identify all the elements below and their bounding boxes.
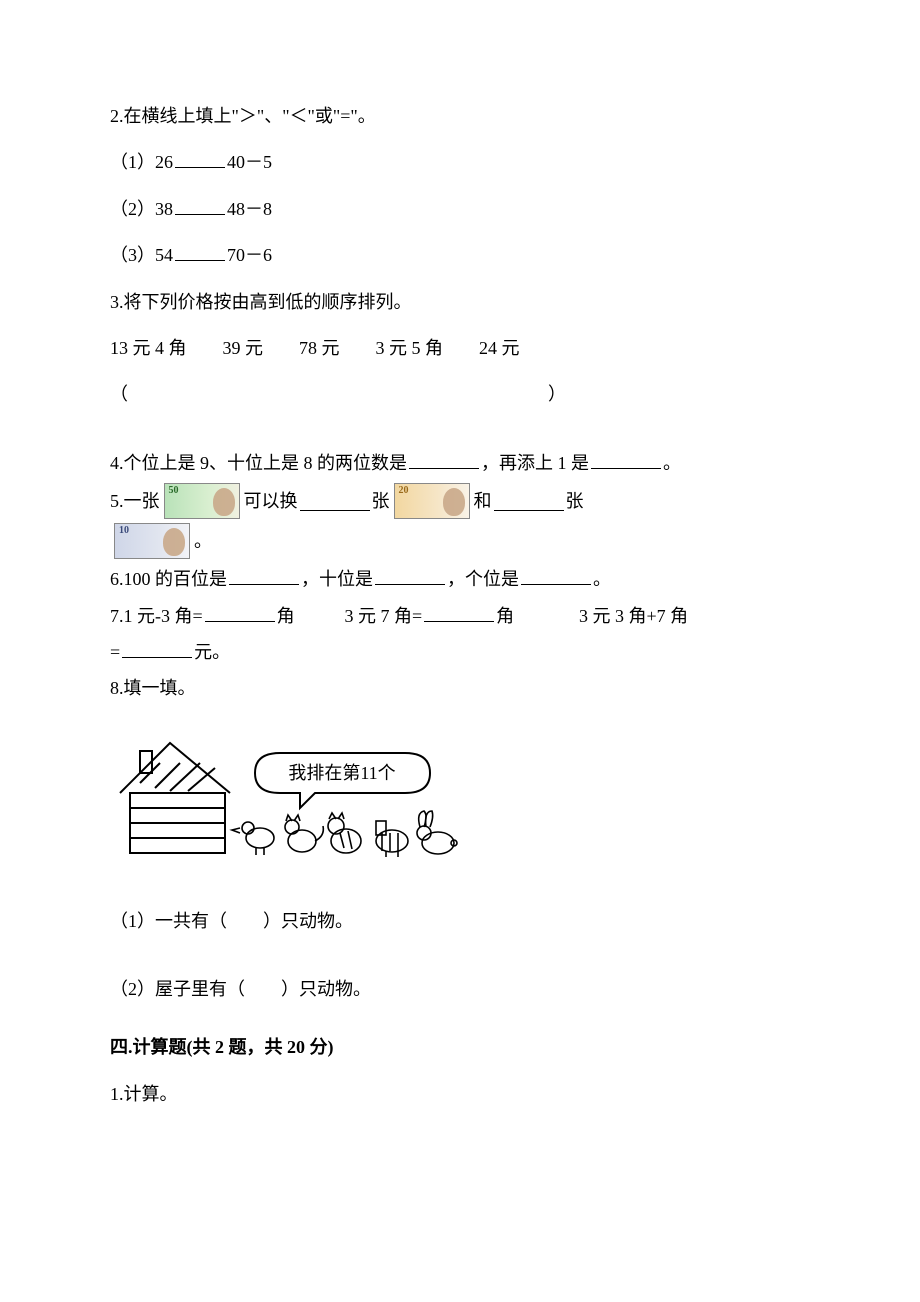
q2-row3: （3）54 70－6 xyxy=(110,239,810,271)
q2-row2: （2）38 48－8 xyxy=(110,193,810,225)
banknote-50-value: 50 xyxy=(169,486,179,496)
q7-p1a: 7.1 元-3 角= xyxy=(110,606,203,626)
q5-blank1[interactable] xyxy=(300,491,370,511)
q3-items: 13 元 4 角 39 元 78 元 3 元 5 角 24 元 xyxy=(110,332,810,364)
q6-a: 6.100 的百位是 xyxy=(110,569,227,589)
portrait-icon xyxy=(443,488,465,516)
q2-row1: （1）26 40－5 xyxy=(110,146,810,178)
q2-r1-right: 40－5 xyxy=(227,152,272,172)
zebra-icon xyxy=(376,821,408,857)
banknote-20: 20 xyxy=(394,483,470,519)
q2-r1-left: （1）26 xyxy=(110,152,173,172)
house-icon xyxy=(120,743,230,853)
q2-r2-blank[interactable] xyxy=(175,195,225,215)
q5-a: 5.一张 xyxy=(110,485,160,517)
q8-sub2: （2）屋子里有（ ）只动物。 xyxy=(110,973,810,1005)
q6-blank2[interactable] xyxy=(375,565,445,585)
speech-bubble-text: 我排在第11个 xyxy=(288,763,395,783)
banknote-10: 10 xyxy=(114,523,190,559)
rabbit-icon xyxy=(417,811,457,854)
q4-a: 4.个位上是 9、十位上是 8 的两位数是 xyxy=(110,453,407,473)
q8-title: 8.填一填。 xyxy=(110,672,810,704)
q7-blank1[interactable] xyxy=(205,602,275,622)
q6-c: ，个位是 xyxy=(447,569,519,589)
q4-c: 。 xyxy=(663,453,681,473)
q7-blank3[interactable] xyxy=(122,638,192,658)
q7-row1: 7.1 元-3 角= 角 3 元 7 角= 角 3 元 3 角+7 角 xyxy=(110,600,810,632)
section4-heading: 四.计算题(共 2 题，共 20 分) xyxy=(110,1031,810,1063)
q2-r1-blank[interactable] xyxy=(175,149,225,169)
q7-row2: = 元。 xyxy=(110,636,810,668)
q7-p2b: 角 xyxy=(496,606,514,626)
q7-p3eq-a: = xyxy=(110,642,120,662)
q6-blank1[interactable] xyxy=(229,565,299,585)
q5-d: 和 xyxy=(474,485,492,517)
q4-blank2[interactable] xyxy=(591,449,661,469)
banknote-20-value: 20 xyxy=(399,486,409,496)
q2-r2-left: （2）38 xyxy=(110,199,173,219)
q5-e: 张 xyxy=(566,485,584,517)
sec4-q1: 1.计算。 xyxy=(110,1078,810,1110)
q8-illustration: 我排在第11个 xyxy=(110,723,810,873)
q3-answer: （） xyxy=(110,378,810,410)
portrait-icon xyxy=(163,528,185,556)
q5-b: 可以换 xyxy=(244,485,298,517)
q5-blank2[interactable] xyxy=(494,491,564,511)
q5-row1: 5.一张 50 可以换 张 20 和 张 xyxy=(110,483,810,519)
q2-r3-right: 70－6 xyxy=(227,245,272,265)
q2-r3-left: （3）54 xyxy=(110,245,173,265)
paren-left: （ xyxy=(110,384,128,404)
q7-blank2[interactable] xyxy=(424,602,494,622)
banknote-10-value: 10 xyxy=(119,526,129,536)
q6: 6.100 的百位是 ，十位是 ，个位是 。 xyxy=(110,563,810,595)
q2-prompt: 2.在横线上填上"＞"、"＜"或"="。 xyxy=(110,100,810,132)
q7-p3a: 3 元 3 角+7 角 xyxy=(579,606,688,626)
q8-sub1: （1）一共有（ ）只动物。 xyxy=(110,905,810,937)
duck-icon xyxy=(232,822,274,855)
q6-d: 。 xyxy=(593,569,611,589)
q4-blank1[interactable] xyxy=(409,449,479,469)
paren-right: ） xyxy=(548,384,566,404)
q5-period: 。 xyxy=(194,525,212,557)
q4: 4.个位上是 9、十位上是 8 的两位数是 ，再添上 1 是 。 xyxy=(110,447,810,479)
q3-prompt: 3.将下列价格按由高到低的顺序排列。 xyxy=(110,286,810,318)
banknote-50: 50 xyxy=(164,483,240,519)
q2-r3-blank[interactable] xyxy=(175,241,225,261)
q7-p2a: 3 元 7 角= xyxy=(345,606,423,626)
q5-row2: 10 。 xyxy=(110,523,810,559)
cat-icon xyxy=(285,815,323,852)
q7-p1b: 角 xyxy=(277,606,295,626)
portrait-icon xyxy=(213,488,235,516)
q6-blank3[interactable] xyxy=(521,565,591,585)
q4-b: ，再添上 1 是 xyxy=(481,453,589,473)
q7-p3eq-b: 元。 xyxy=(194,642,230,662)
q5-c: 张 xyxy=(372,485,390,517)
q6-b: ，十位是 xyxy=(301,569,373,589)
q2-r2-right: 48－8 xyxy=(227,199,272,219)
tiger-icon xyxy=(328,813,361,853)
